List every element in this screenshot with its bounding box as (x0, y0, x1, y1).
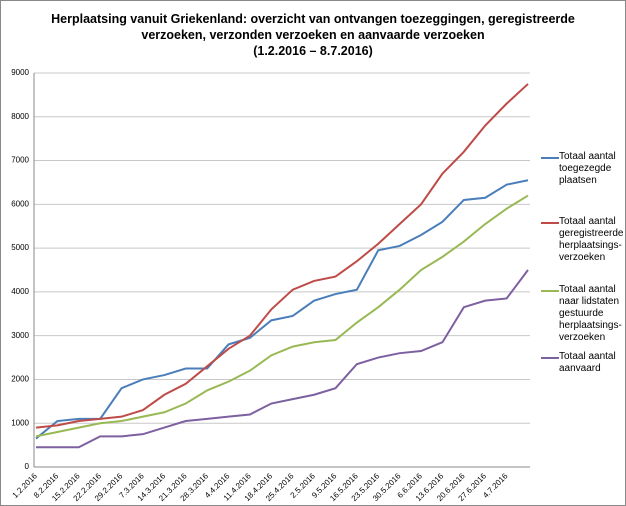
y-tick-label: 0 (25, 462, 30, 471)
y-tick-label: 6000 (11, 199, 29, 208)
series-line (35, 83, 529, 429)
y-tick-label: 9000 (11, 68, 29, 77)
y-tick-label: 3000 (11, 331, 29, 340)
series-line (35, 194, 529, 438)
y-tick-label: 5000 (11, 243, 29, 252)
legend-label: Totaal aantal toegezegde plaatsen (559, 151, 616, 186)
chart-title: Herplaatsing vanuit Griekenland: overzic… (51, 12, 575, 58)
series-line (36, 269, 529, 449)
legend-entry: Totaal aantal naar lidstaten gestuurde h… (541, 284, 625, 344)
legend-label: Totaal aantal geregistreerde herplaatsin… (559, 216, 624, 263)
legend-entry: Totaal aantal toegezegde plaatsen (541, 151, 625, 187)
y-tick-label: 4000 (11, 287, 29, 296)
y-tick-label: 2000 (11, 375, 29, 384)
legend-swatch (541, 222, 559, 224)
legend-label: Totaal aantal naar lidstaten gestuurde h… (559, 284, 622, 343)
legend-entry: Totaal aantal geregistreerde herplaatsin… (541, 216, 625, 264)
legend-swatch (541, 290, 559, 292)
legend-entry: Totaal aantal aanvaard (541, 351, 625, 375)
legend-swatch (541, 357, 559, 359)
y-tick-label: 7000 (11, 156, 29, 165)
legend-swatch (541, 157, 559, 159)
series-line (35, 179, 529, 440)
y-tick-label: 1000 (11, 418, 29, 427)
y-tick-label: 8000 (11, 112, 29, 121)
legend-label: Totaal aantal aanvaard (559, 351, 616, 374)
